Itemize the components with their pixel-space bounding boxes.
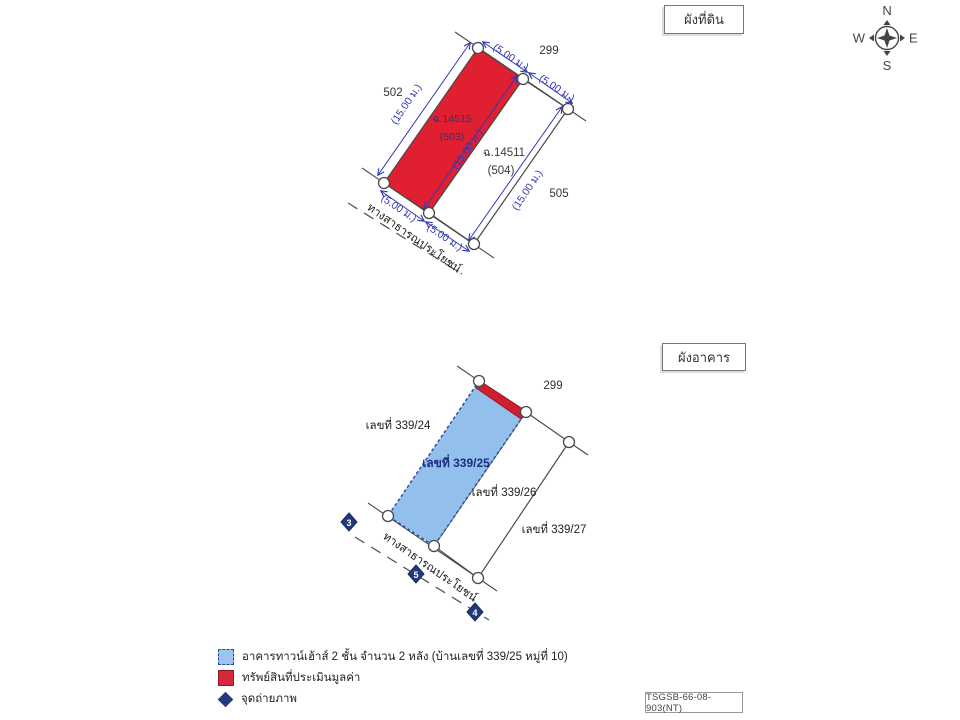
legend: อาคารทาวน์เฮ้าส์ 2 ชั้น จำนวน 2 หลัง (บ้… [217,649,568,707]
building-boundary-markers [381,374,576,585]
building-road-dashed-line [354,536,490,621]
subject-deed-number: ฉ.14515 [432,113,471,125]
townhouse-shape [386,379,528,548]
land-boundary-markers [377,41,575,251]
legend-assessed-label: ทรัพย์สินที่ประเมินมูลค่า [242,672,361,684]
legend-row-townhouse: อาคารทาวน์เฮ้าส์ 2 ชั้น จำนวน 2 หลัง (บ้… [218,649,568,665]
building-parcel-299-label: 299 [543,380,562,392]
compass-south-label: S [883,58,892,73]
photo-point-swatch-icon [217,691,234,707]
compass-north-label: N [882,3,891,18]
townhouse-swatch-icon [218,649,234,665]
adjacent-parcel-505-label: 505 [549,188,568,200]
adjacent-parcel-502-label: 502 [383,87,402,99]
legend-row-photo: จุดถ่ายภาพ [217,691,568,707]
photo-point-5-icon [407,564,425,584]
house-339-25-label: เลขที่ 339/25 [422,454,490,470]
photo-point-5-number: 5 [413,570,418,580]
legend-photo-label: จุดถ่ายภาพ [241,693,297,705]
house-339-24-label: เลขที่ 339/24 [366,417,431,432]
photo-point-3-number: 3 [346,518,351,528]
photo-point-markers: 3 5 4 [340,512,484,622]
legend-townhouse-label: อาคารทาวน์เฮ้าส์ 2 ชั้น จำนวน 2 หลัง (บ้… [242,651,568,663]
compass-east-label: E [909,31,918,46]
land-road-dashed-line [347,202,463,275]
land-plan-title-text: ผังที่ดิน [684,12,724,27]
building-plan-title-box: ผังอาคาร [662,343,746,371]
compass-west-label: W [853,31,866,46]
building-plan-title-text: ผังอาคาร [677,349,731,365]
photo-point-4-number: 4 [472,608,477,618]
legend-row-assessed: ทรัพย์สินที่ประเมินมูลค่า [218,670,568,686]
document-number-box: TSGSB-66-08-903(NT) [645,691,743,714]
photo-point-4-icon [466,602,484,622]
land-plan-diagram: 502 299 505 ฉ.14515 (503) ฉ.14511 (504) … [347,31,587,276]
assessed-swatch-icon [218,670,234,686]
adjacent-parcel-299-label: 299 [539,45,558,57]
building-plan-diagram: 299 เลขที่ 339/24 เลขที่ 339/25 เลขที่ 3… [340,365,589,622]
neighbor-deed-number: ฉ.14511 [483,147,525,159]
neighbor-parcel-number: (504) [488,165,515,177]
subject-parcel-number: (503) [440,131,465,143]
land-plan-title-box: ผังที่ดิน [664,5,744,34]
compass-rose-icon: N S E W [853,3,918,73]
house-339-26-label: เลขที่ 339/26 [472,484,537,499]
house-339-27-label: เลขที่ 339/27 [522,521,587,536]
photo-point-3-icon [340,512,358,532]
document-number-text: TSGSB-66-08-903(NT) [646,691,712,714]
land-dimension-lines [378,42,572,251]
